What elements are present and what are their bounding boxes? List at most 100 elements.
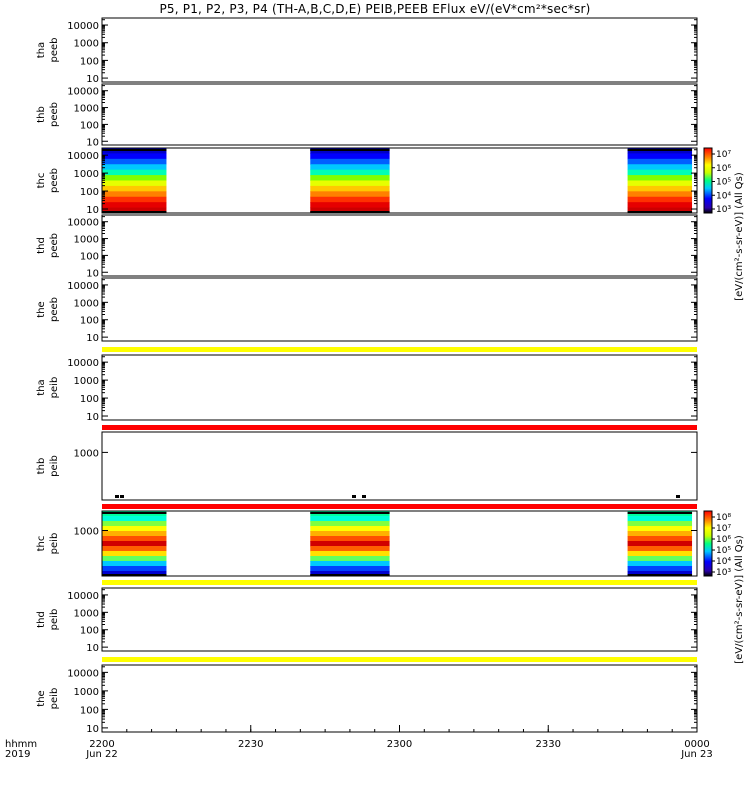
spectrogram-cell (627, 175, 693, 181)
spectrogram-cell (310, 531, 390, 537)
spectrogram-cell (627, 546, 693, 552)
spectrogram-cell (102, 207, 167, 214)
y-tick-label: 10 (86, 137, 99, 148)
y-tick-label: 10 (86, 268, 99, 279)
spectrogram-cell (102, 202, 167, 209)
colorbar-tick-label: 10³ (716, 568, 731, 578)
level-bar (102, 504, 697, 509)
panel-frame-thc-peeb (101, 147, 698, 214)
y-tick-label: 10000 (67, 591, 99, 602)
y-label-probe: thd (36, 611, 47, 628)
colorbar (703, 147, 713, 214)
spectrogram-cell (627, 551, 693, 557)
y-tick-label: 100 (80, 394, 99, 405)
colorbar-tick-label: 10³ (716, 205, 731, 215)
y-tick-label: 1000 (74, 687, 99, 698)
y-tick-label: 100 (80, 187, 99, 198)
spectrogram-cell (102, 196, 167, 203)
spectrogram-fill-edge (102, 211, 167, 213)
level-bar (102, 657, 697, 662)
y-label-probe: the (36, 690, 47, 706)
spectrogram-fill-edge (310, 574, 390, 576)
y-tick-label: 10 (86, 333, 99, 344)
y-tick-label: 10000 (67, 218, 99, 229)
spectrogram-cell (310, 202, 390, 209)
y-tick-label: 10000 (67, 668, 99, 679)
colorbar (703, 510, 713, 577)
y-label-product: peeb (49, 168, 60, 193)
spectrogram-cell (627, 180, 693, 187)
spectrogram-cell (627, 541, 693, 547)
y-label-product: peeb (49, 38, 60, 63)
y-label-probe: thb (36, 106, 47, 123)
y-tick-label: 10000 (67, 281, 99, 292)
spectrogram-fill-edge (627, 512, 693, 514)
y-tick-label: 10 (86, 205, 99, 216)
spectrogram-cell (102, 556, 167, 562)
spectrogram-fill-edge (102, 574, 167, 576)
y-tick-label: 10000 (67, 87, 99, 98)
y-tick-label: 100 (80, 626, 99, 637)
spectrogram-cell (627, 566, 693, 572)
spectrogram-cell (310, 158, 390, 165)
spectrogram-cell (102, 551, 167, 557)
y-label-product: peeb (49, 233, 60, 258)
spectrogram-cell (310, 191, 390, 198)
spectrogram-cell (102, 536, 167, 542)
spectrogram-cell (102, 153, 167, 160)
spectrogram-cell (310, 516, 390, 522)
spectrogram-cell (310, 551, 390, 557)
y-label-product: peib (49, 609, 60, 631)
colorbar-tick-label: 10⁵ (716, 546, 731, 556)
data-mark (120, 495, 124, 498)
level-bar (102, 580, 697, 585)
level-bar (102, 425, 697, 430)
spectrogram-cell (627, 536, 693, 542)
spectrogram-cell (627, 571, 693, 577)
colorbar-tick-label: 10⁴ (716, 557, 731, 567)
spectrogram-cell (627, 526, 693, 532)
spectrogram-cell (627, 202, 693, 209)
spectrogram-fill-edge (102, 512, 167, 514)
y-tick-label: 100 (80, 251, 99, 262)
spectrogram-cell (102, 185, 167, 192)
colorbar-tick-label: 10⁸ (716, 513, 731, 523)
spectrogram-cell (310, 175, 390, 181)
spectrogram-cell (627, 169, 693, 176)
y-label-probe: thc (36, 536, 47, 552)
spectrogram-cell (310, 566, 390, 572)
y-tick-label: 10 (86, 74, 99, 85)
spectrogram-fill-edge (627, 574, 693, 576)
y-tick-label: 1000 (74, 104, 99, 115)
spectrogram-cell (310, 180, 390, 187)
panel-frame-thc-peib (101, 510, 698, 577)
spectrogram-cell (627, 561, 693, 567)
x-row-label-year: 2019 (5, 749, 30, 760)
y-label-probe: thd (36, 237, 47, 254)
y-label-probe: the (36, 301, 47, 317)
spectrogram-cell (310, 541, 390, 547)
data-mark (676, 495, 680, 498)
y-label-probe: tha (36, 42, 47, 58)
spectrogram-cell (627, 556, 693, 562)
y-label-product: peeb (49, 102, 60, 127)
y-tick-label: 1000 (74, 527, 99, 538)
panel-frame-thb-peeb (101, 83, 698, 146)
spectrogram-cell (627, 531, 693, 537)
panel-frame-thd-peeb (101, 214, 698, 277)
spectrogram-cell (627, 516, 693, 522)
plot-title: P5, P1, P2, P3, P4 (TH-A,B,C,D,E) PEIB,P… (159, 2, 591, 16)
y-tick-label: 1000 (74, 169, 99, 180)
x-tick-label: 2330 (536, 739, 561, 750)
panel-frame-thb-peib (101, 431, 698, 501)
colorbar-tick-label: 10⁶ (716, 535, 731, 545)
spectrogram-cell (627, 164, 693, 171)
colorbar-tick-label: 10⁴ (716, 191, 731, 201)
y-label-product: peeb (49, 297, 60, 322)
spectrogram-cell (102, 180, 167, 187)
y-label-product: peib (49, 455, 60, 477)
y-tick-label: 1000 (74, 608, 99, 619)
y-tick-label: 1000 (74, 298, 99, 309)
y-tick-label: 100 (80, 56, 99, 67)
colorbar-tick-label: 10⁷ (716, 150, 731, 160)
